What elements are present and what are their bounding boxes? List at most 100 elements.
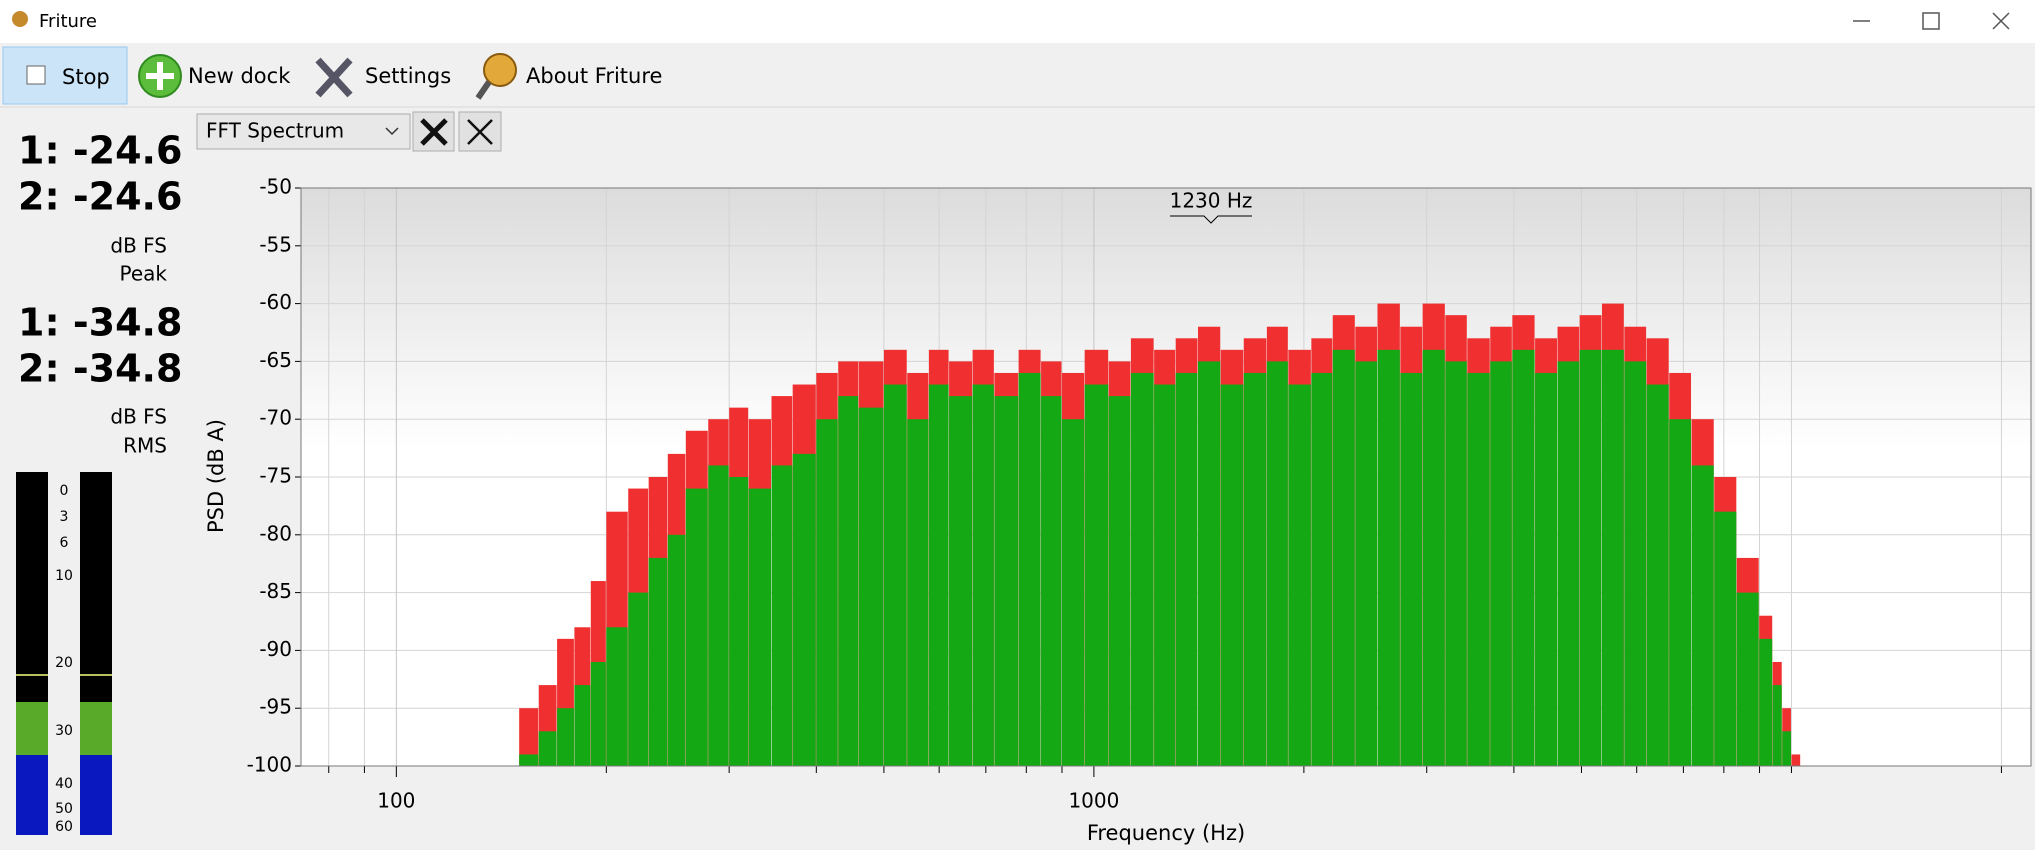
spectrum-bar — [907, 419, 929, 766]
peak-label: Peak — [120, 262, 168, 286]
spectrum-bar — [708, 465, 729, 766]
about-icon[interactable] — [483, 53, 517, 87]
spectrum-bar — [1130, 372, 1154, 766]
y-tick-label: -50 — [259, 175, 292, 199]
spectrum-bar — [1041, 396, 1062, 766]
spectrum-bar — [1624, 361, 1647, 766]
spectrum-bar — [1445, 361, 1467, 766]
spectrum-bar — [1759, 638, 1773, 766]
spectrum-bar — [1579, 349, 1602, 766]
stop-label: Stop — [62, 65, 110, 89]
new-dock-label[interactable]: New dock — [188, 64, 291, 88]
meter-rms — [80, 702, 112, 755]
series — [519, 349, 1791, 766]
dock-close-icon — [467, 119, 493, 145]
meter-rms — [16, 702, 48, 755]
meter-scale-label: 10 — [55, 568, 73, 584]
rms-unit: dB FS — [110, 405, 167, 429]
meter-scale-label: 6 — [60, 535, 69, 551]
meter-low — [80, 755, 112, 835]
meter-scale-label: 40 — [55, 776, 73, 792]
spectrum-bar — [838, 396, 859, 766]
meter-scale-label: 60 — [55, 819, 73, 835]
spectrum-bar — [1422, 349, 1445, 766]
spectrum-bar — [1772, 685, 1782, 766]
spectrum-bar — [1197, 361, 1221, 766]
spectrum-bar — [519, 754, 539, 766]
rms-label: RMS — [123, 434, 167, 458]
spectrum-bar — [1288, 384, 1311, 766]
peak-unit: dB FS — [110, 234, 167, 258]
spectrum-bar — [1266, 361, 1288, 766]
spectrum-bar — [729, 477, 749, 766]
y-tick-label: -70 — [259, 406, 292, 430]
spectrum-bar — [1108, 396, 1131, 766]
spectrum-bar — [519, 708, 539, 766]
spectrum-bar — [1084, 384, 1109, 766]
spectrum-bar — [748, 488, 771, 766]
settings-icon[interactable] — [315, 57, 353, 98]
spectrum-bar — [1557, 361, 1580, 766]
y-axis-label: PSD (dB A) — [204, 419, 228, 533]
rms-level: 2: -34.8 — [18, 347, 182, 391]
level-meter — [16, 472, 112, 835]
spectrum-bar — [667, 534, 686, 766]
close[interactable] — [1992, 12, 2010, 30]
y-tick-label: -80 — [259, 521, 292, 545]
y-tick-label: -55 — [259, 232, 292, 256]
spectrum-bar — [1535, 372, 1558, 766]
y-tick-label: -60 — [259, 290, 292, 314]
spectrum-bar — [1154, 384, 1176, 766]
y-tick-label: -100 — [247, 753, 292, 777]
spectrum-bar — [928, 384, 949, 766]
spectrum-bar — [1355, 361, 1377, 766]
spectrum-bar — [792, 453, 816, 766]
spectrum-bar — [1601, 349, 1624, 766]
cursor-annotation: 1230 Hz — [1170, 189, 1253, 213]
meter-scale-label: 0 — [60, 483, 69, 499]
spectrum-bar — [557, 708, 574, 766]
dock-close[interactable] — [458, 111, 502, 152]
spectrum-bar — [1175, 372, 1198, 766]
spectrum-bar — [648, 557, 668, 766]
spectrum-bar — [816, 419, 838, 766]
dock-settings-icon — [420, 118, 448, 146]
x-axis-label: Frequency (Hz) — [1087, 821, 1245, 845]
stop-button[interactable] — [2, 46, 128, 105]
dropdown-arrow — [385, 127, 399, 136]
dock-selector[interactable] — [196, 113, 411, 150]
maximize[interactable] — [1922, 12, 1940, 30]
spectrum-bar — [1490, 361, 1512, 766]
spectrum-bar — [1646, 384, 1669, 766]
spectrum-bar — [1512, 349, 1535, 766]
spectrum-bar — [858, 407, 884, 766]
spectrum-bar — [685, 488, 708, 766]
spectrum-bar — [1377, 349, 1400, 766]
spectrum-bar — [883, 384, 907, 766]
spectrum-bar — [1400, 372, 1423, 766]
meter-scale-label: 50 — [55, 801, 73, 817]
y-tick-label: -85 — [259, 579, 292, 603]
rms-level: 1: -34.8 — [18, 301, 182, 345]
spectrum-bar — [1791, 754, 1801, 766]
plot-frame — [300, 187, 2032, 767]
spectrum-bar — [574, 685, 591, 766]
settings-label[interactable]: Settings — [365, 64, 451, 88]
meter-low — [16, 755, 48, 835]
peak-level: 2: -24.6 — [18, 175, 182, 219]
spectrum-bar — [1332, 349, 1355, 766]
stop-checkbox[interactable] — [26, 65, 46, 85]
spectrum-bar — [1691, 465, 1714, 766]
spectrum-bar — [972, 384, 994, 766]
peak-level: 1: -24.6 — [18, 129, 182, 173]
spectrum-bar — [1782, 731, 1791, 766]
about-label[interactable]: About Friture — [526, 64, 662, 88]
about-icon-handle — [475, 80, 492, 100]
spectrum-bar — [1714, 511, 1737, 766]
annotation-pointer — [1170, 215, 1252, 224]
app-icon — [12, 11, 28, 27]
y-tick-label: -65 — [259, 348, 292, 372]
spectrum-bar — [606, 627, 628, 766]
spectrum-bar — [590, 661, 606, 766]
